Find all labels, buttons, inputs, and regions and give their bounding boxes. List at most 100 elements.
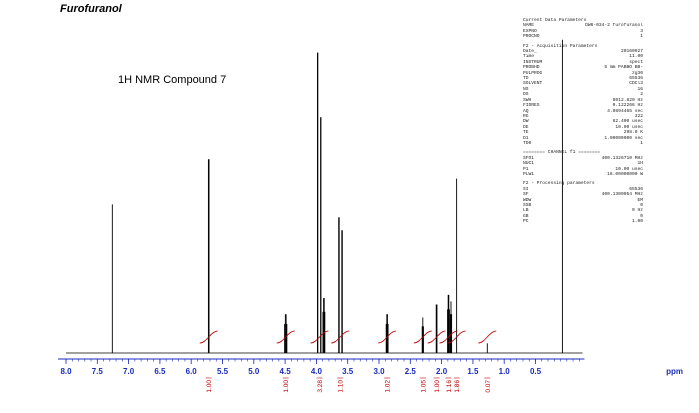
tick-label: 7.5	[92, 367, 104, 376]
current-param-row: PROCNO 1	[523, 34, 643, 39]
acq-param-row: SWH 8012.820 Hz	[523, 98, 643, 103]
acq-param-row: PULPROG zg30	[523, 71, 643, 76]
peak	[421, 317, 424, 353]
param-key: GB	[523, 213, 529, 219]
acq-param-row: DE 10.00 usec	[523, 125, 643, 130]
param-key: DE	[523, 124, 529, 130]
peak	[322, 298, 326, 353]
integral-label: 1.02	[385, 380, 392, 393]
acq-param-row: TD 65536	[523, 76, 643, 81]
processing-heading: F2 - Processing parameters	[523, 181, 595, 187]
param-key: Date_	[523, 49, 537, 55]
peak	[449, 301, 453, 353]
integral-curve	[310, 330, 329, 344]
acq-param-row: Date_ 20160927	[523, 49, 643, 54]
param-value: 3	[640, 28, 643, 34]
integral-label: 0.07	[485, 380, 492, 393]
param-key: PULPROG	[523, 70, 543, 76]
integral-label: 1.00	[206, 380, 213, 393]
param-value: 0 Hz	[631, 208, 643, 214]
integral-label: 3.28	[317, 380, 324, 393]
param-value: 10.00 usec	[615, 166, 643, 172]
param-value: CDCl3	[629, 81, 643, 87]
acq-param-row: NS 16	[523, 87, 643, 92]
current-params-heading: Current Data Parameters	[523, 18, 587, 23]
param-value: spect	[629, 59, 643, 65]
integral-label: 1.05	[420, 380, 427, 393]
chart-title: Furofuranol	[60, 3, 122, 15]
processing-param-row: PC 1.00	[523, 219, 643, 224]
channel-param-row: P1 10.00 usec	[523, 167, 643, 172]
param-value: 62.400 usec	[612, 119, 643, 125]
processing-param-row: SF 400.1300054 MHz	[523, 192, 643, 197]
tick-label: 3.5	[342, 367, 354, 376]
channel-param-row: SFO1 400.1326710 MHz	[523, 156, 643, 161]
channel-heading: ======== CHANNEL f1 ========	[523, 150, 601, 156]
param-key: PLW1	[523, 171, 535, 177]
acq-param-row: DS 2	[523, 92, 643, 97]
param-key: TD0	[523, 140, 532, 146]
channel-param-row: NUC1 1H	[523, 161, 643, 166]
param-value: 8012.820 Hz	[612, 97, 643, 103]
param-value: EM	[637, 197, 643, 203]
param-value: 16.00000000 W	[607, 171, 643, 177]
current-param-row: NAME DW6-034-2 furofuranol	[523, 23, 643, 28]
tick-label: 4.5	[280, 367, 292, 376]
param-value: 322	[634, 113, 643, 119]
acq-param-row: SOLVENT CDCl3	[523, 81, 643, 86]
integral-label: 1.00	[434, 380, 441, 393]
param-value: 65536	[629, 76, 643, 82]
peak	[447, 294, 450, 353]
spectrum-layer	[66, 39, 583, 354]
param-value: 0	[640, 203, 643, 208]
param-value: 400.1326710 MHz	[601, 155, 643, 161]
tick-label: 0.5	[530, 367, 542, 376]
param-value: 1	[640, 34, 643, 40]
param-key: INSTRUM	[523, 59, 543, 65]
param-value: 2	[640, 92, 643, 98]
acq-param-row: RG 322	[523, 114, 643, 119]
param-key: LB	[523, 208, 529, 214]
param-key: FIDRES	[523, 103, 540, 109]
processing-param-row: GB 0	[523, 214, 643, 219]
param-value: 4.0894465 sec	[607, 108, 643, 114]
param-value: 65536	[629, 186, 643, 192]
param-value: 400.1300054 MHz	[601, 192, 643, 198]
integral-curve	[427, 330, 446, 344]
param-key: D1	[523, 135, 529, 141]
channel-param-row: PLW1 16.00000000 W	[523, 172, 643, 177]
param-key: SWH	[523, 97, 532, 103]
param-key: RG	[523, 113, 529, 119]
param-key: DW	[523, 119, 529, 125]
param-key: NUC1	[523, 161, 535, 167]
param-key: DS	[523, 92, 529, 98]
peak	[341, 230, 343, 353]
param-key: PC	[523, 219, 529, 225]
peak	[435, 304, 438, 353]
acq-param-row: TD0 1	[523, 141, 643, 146]
param-value: 0.122266 Hz	[612, 103, 643, 109]
processing-params-list: SI 65536 SF 400.1300054 MHz WDW EM SSB 0 LB 0 Hz G…	[523, 187, 643, 225]
param-value: 0	[640, 213, 643, 219]
integral-label: 1.00	[283, 380, 290, 393]
processing-param-row: SI 65536	[523, 187, 643, 192]
peak	[284, 314, 288, 353]
acq-param-row: Time 11.00	[523, 54, 643, 59]
integral-curve	[331, 330, 350, 344]
param-key: NAME	[523, 23, 535, 29]
compound-label: 1H NMR Compound 7	[118, 74, 227, 86]
param-key: SOLVENT	[523, 81, 543, 87]
acq-params-list: Date_ 20160927 Time 11.00 INSTRUM spect PROBHD…	[523, 49, 643, 146]
param-key: WDW	[523, 197, 532, 203]
acq-param-row: D1 1.00000000 sec	[523, 136, 643, 141]
param-key: NS	[523, 86, 529, 92]
param-value: 11.00	[629, 54, 643, 60]
tick-label: 5.5	[217, 367, 229, 376]
channel-params-list: SFO1 400.1326710 MHz NUC1 1H P1 10.00 usec PLW…	[523, 156, 643, 178]
tick-label: 1.5	[467, 367, 479, 376]
acq-param-row: PROBHD 5 mm PABBO BB-	[523, 65, 643, 70]
integral-curve	[447, 330, 466, 344]
tick-label: 4.0	[311, 367, 323, 376]
integral-layer: 1.00 1.00 3.28 1.10 1.02 1.05 1.00 1.16 1.86 0.07	[199, 330, 497, 393]
